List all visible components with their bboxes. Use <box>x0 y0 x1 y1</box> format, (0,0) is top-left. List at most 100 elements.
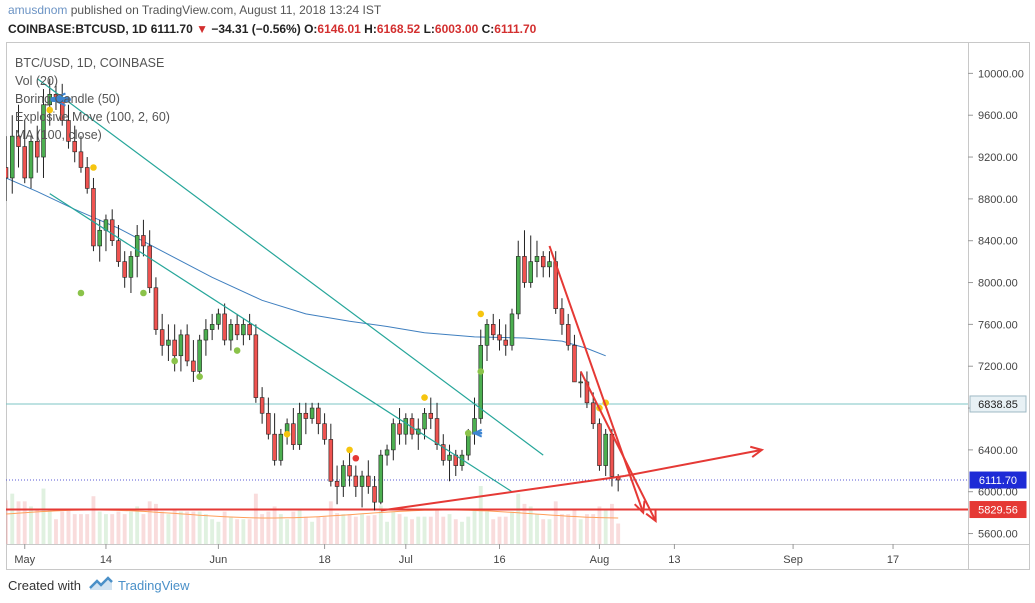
candle-body[interactable] <box>334 480 340 487</box>
candle-body[interactable] <box>266 412 271 435</box>
candle-body[interactable] <box>291 423 296 445</box>
candle-body[interactable] <box>259 397 265 414</box>
candle-body[interactable] <box>434 418 440 445</box>
candle-body[interactable] <box>497 334 502 341</box>
projection-arrow[interactable] <box>579 370 657 522</box>
candle-body[interactable] <box>515 256 521 315</box>
legend-ma[interactable]: MA (100, close) <box>15 128 102 142</box>
candle-body[interactable] <box>297 412 302 445</box>
candle-body[interactable] <box>78 151 84 168</box>
author-name[interactable]: amusdnom <box>8 3 68 17</box>
candle-body[interactable] <box>209 324 215 330</box>
candle-body[interactable] <box>534 256 540 262</box>
candle-body[interactable] <box>178 334 184 357</box>
candle-body[interactable] <box>384 449 390 456</box>
candle-body[interactable] <box>109 219 115 242</box>
candle-body[interactable] <box>216 313 221 325</box>
candle-body[interactable] <box>366 475 371 487</box>
candle-body[interactable] <box>272 433 277 461</box>
legend-symbol[interactable]: BTC/USD, 1D, COINBASE <box>15 56 165 70</box>
candle-body[interactable] <box>540 256 546 268</box>
trendline[interactable] <box>36 78 544 456</box>
candle-body[interactable] <box>509 313 515 346</box>
candle-body[interactable] <box>28 141 34 179</box>
candle-body[interactable] <box>316 407 321 425</box>
candle-body[interactable] <box>572 344 577 383</box>
projection-arrow[interactable] <box>624 448 763 478</box>
candle-body[interactable] <box>303 412 309 419</box>
candle-body[interactable] <box>10 135 15 179</box>
candle-body[interactable] <box>253 334 259 398</box>
legend-volume[interactable]: Vol (20) <box>15 74 59 88</box>
candle-body[interactable] <box>22 146 27 179</box>
candle-body[interactable] <box>353 475 359 487</box>
candle-body[interactable] <box>597 423 602 466</box>
candle-body[interactable] <box>166 339 171 346</box>
candle-body[interactable] <box>203 329 209 341</box>
candle-body[interactable] <box>397 423 402 435</box>
candle-body[interactable] <box>84 167 90 189</box>
candle-body[interactable] <box>172 339 177 357</box>
projection-arrow[interactable] <box>548 245 645 513</box>
candle-body[interactable] <box>359 475 365 487</box>
candle-body[interactable] <box>97 229 102 247</box>
candle-body[interactable] <box>590 402 596 425</box>
candle-body[interactable] <box>484 324 490 346</box>
candle-body[interactable] <box>41 104 46 158</box>
candle-body[interactable] <box>428 412 434 419</box>
trendline[interactable] <box>49 193 513 493</box>
candle-body[interactable] <box>3 167 9 179</box>
candle-body[interactable] <box>565 324 571 346</box>
candle-body[interactable] <box>91 188 96 247</box>
candle-body[interactable] <box>116 240 121 262</box>
candle-body[interactable] <box>122 261 127 278</box>
candle-body[interactable] <box>222 313 227 341</box>
candle-body[interactable] <box>234 324 240 336</box>
candle-body[interactable] <box>403 418 409 435</box>
candle-body[interactable] <box>578 381 583 384</box>
candle-body[interactable] <box>422 412 427 430</box>
candle-body[interactable] <box>559 308 565 325</box>
candle-body[interactable] <box>66 120 71 142</box>
candle-body[interactable] <box>322 423 327 440</box>
candle-body[interactable] <box>134 235 140 257</box>
candle-body[interactable] <box>72 141 77 153</box>
candle-body[interactable] <box>241 324 246 336</box>
candle-body[interactable] <box>147 245 152 289</box>
candle-body[interactable] <box>141 235 146 247</box>
candle-body[interactable] <box>603 433 608 466</box>
candle-body[interactable] <box>128 256 134 278</box>
legend-explosive-move[interactable]: Explosive Move (100, 2, 60) <box>15 110 170 124</box>
candle-body[interactable] <box>609 433 615 477</box>
candle-body[interactable] <box>184 334 190 362</box>
candle-body[interactable] <box>478 344 483 419</box>
candle-body[interactable] <box>466 433 471 456</box>
trendline[interactable] <box>380 475 625 512</box>
candle-body[interactable] <box>309 407 315 419</box>
chart-area[interactable]: 10000.00 9600.00 9200.00 8800.00 8400.00 8000… <box>3 42 1030 570</box>
candle-body[interactable] <box>34 141 40 158</box>
candle-body[interactable] <box>228 324 234 341</box>
candle-body[interactable] <box>547 261 552 268</box>
candle-body[interactable] <box>378 454 384 503</box>
candle-body[interactable] <box>447 454 452 461</box>
candle-body[interactable] <box>247 324 252 336</box>
candle-body[interactable] <box>159 329 165 346</box>
candle-body[interactable] <box>372 486 377 503</box>
price-chart[interactable]: 10000.00 9600.00 9200.00 8800.00 8400.00 8000… <box>3 42 1030 570</box>
candle-body[interactable] <box>491 324 496 336</box>
candle-body[interactable] <box>441 444 446 461</box>
candle-body[interactable] <box>197 339 202 372</box>
legend-boring-candle[interactable]: Boring Candle (50) <box>15 92 120 106</box>
candle-body[interactable] <box>328 439 334 482</box>
candle-body[interactable] <box>341 465 346 487</box>
candle-body[interactable] <box>528 261 533 283</box>
candle-body[interactable] <box>16 135 21 147</box>
candle-body[interactable] <box>522 256 527 283</box>
candle-body[interactable] <box>153 287 159 330</box>
candle-body[interactable] <box>278 433 284 461</box>
candle-body[interactable] <box>191 360 196 372</box>
candle-body[interactable] <box>391 423 396 451</box>
candle-body[interactable] <box>503 339 508 346</box>
candle-body[interactable] <box>347 465 352 477</box>
